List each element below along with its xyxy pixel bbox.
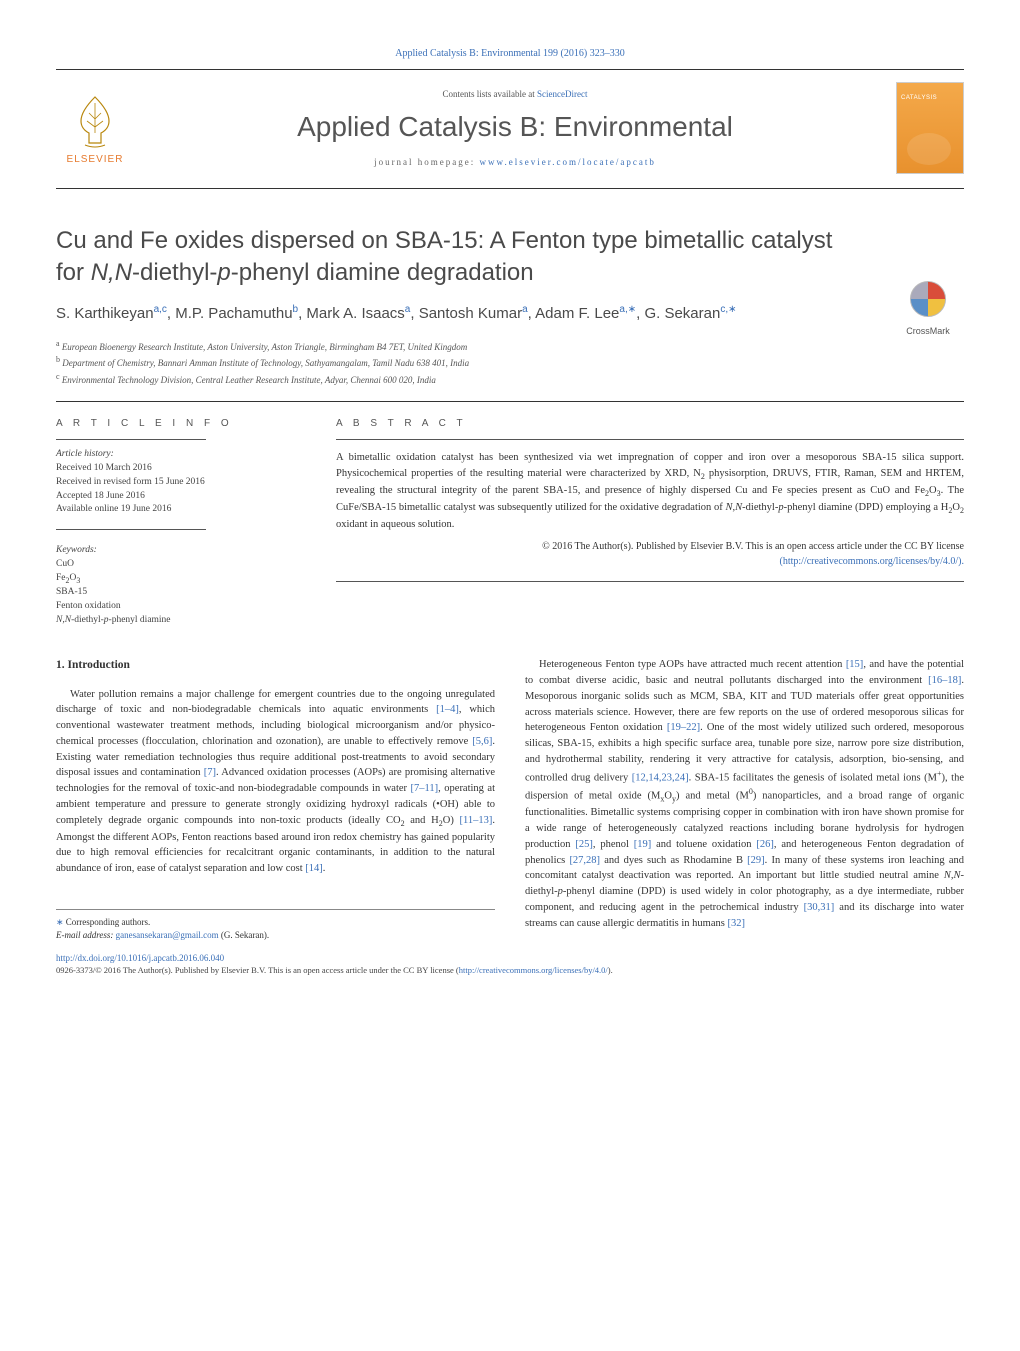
copyright-line: 0926-3373/© 2016 The Author(s). Publishe… [56, 965, 964, 975]
affiliations: a European Bioenergy Research Institute,… [56, 338, 964, 388]
keywords: Keywords: CuO Fe2O3 SBA-15 Fenton oxidat… [56, 544, 306, 627]
divider [56, 401, 964, 402]
article-info-block: A R T I C L E I N F O Article history: R… [56, 418, 306, 627]
license-text: © 2016 The Author(s). Published by Elsev… [336, 539, 964, 569]
column-left: 1. Introduction Water pollution remains … [56, 657, 495, 943]
abstract-heading: A B S T R A C T [336, 418, 964, 429]
elsevier-label: ELSEVIER [67, 154, 124, 165]
crossmark-label: CrossMark [892, 326, 964, 336]
authors: S. Karthikeyana,c, M.P. Pachamuthub, Mar… [56, 302, 964, 326]
journal-header: ELSEVIER Contents lists available at Sci… [56, 69, 964, 189]
license-link[interactable]: (http://creativecommons.org/licenses/by/… [780, 556, 965, 567]
doi-link[interactable]: http://dx.doi.org/10.1016/j.apcatb.2016.… [56, 953, 224, 963]
intro-paragraph-1: Water pollution remains a major challeng… [56, 687, 495, 877]
sciencedirect-link[interactable]: ScienceDirect [537, 89, 587, 99]
intro-paragraph-2: Heterogeneous Fenton type AOPs have attr… [525, 657, 964, 931]
abstract-block: A B S T R A C T A bimetallic oxidation c… [336, 418, 964, 627]
intro-heading: 1. Introduction [56, 657, 495, 674]
crossmark-badge[interactable]: CrossMark [892, 280, 964, 336]
corr-email-link[interactable]: ganesansekaran@gmail.com [116, 930, 219, 940]
journal-reference: Applied Catalysis B: Environmental 199 (… [56, 48, 964, 59]
article-info-heading: A R T I C L E I N F O [56, 418, 306, 429]
article-title: Cu and Fe oxides dispersed on SBA-15: A … [56, 225, 964, 288]
body-columns: 1. Introduction Water pollution remains … [56, 657, 964, 943]
journal-homepage: journal homepage: www.elsevier.com/locat… [134, 157, 896, 167]
journal-title: Applied Catalysis B: Environmental [134, 111, 896, 143]
homepage-link[interactable]: www.elsevier.com/locate/apcatb [480, 157, 656, 167]
elsevier-tree-icon [67, 91, 123, 151]
footnotes: ∗ Corresponding authors. E-mail address:… [56, 909, 495, 943]
elsevier-logo: ELSEVIER [56, 83, 134, 173]
doi-line: http://dx.doi.org/10.1016/j.apcatb.2016.… [56, 953, 964, 963]
column-right: Heterogeneous Fenton type AOPs have attr… [525, 657, 964, 943]
crossmark-icon [909, 280, 947, 318]
abstract-text: A bimetallic oxidation catalyst has been… [336, 450, 964, 533]
article-history: Article history: Received 10 March 2016 … [56, 448, 306, 517]
journal-cover-thumbnail: CATALYSIS [896, 82, 964, 174]
contents-available: Contents lists available at ScienceDirec… [134, 89, 896, 99]
